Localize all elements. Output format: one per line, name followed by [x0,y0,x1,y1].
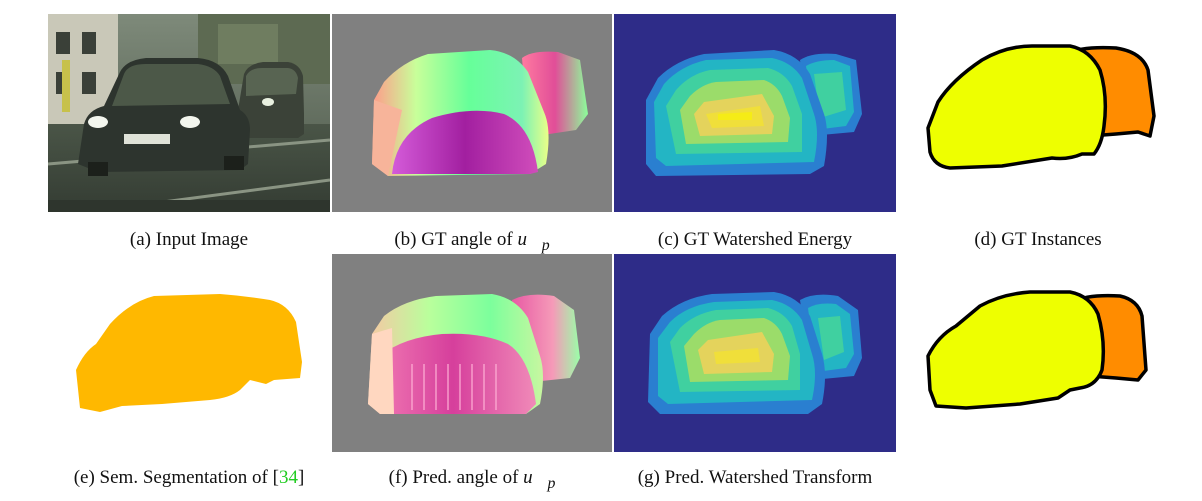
gt-instances-map [926,44,1156,170]
pred-angle-map [332,254,612,452]
caption-g: (g) Pred. Watershed Transform [637,467,873,488]
panel-c-gt-watershed-energy [614,14,896,212]
input-image-street-photo [48,14,330,212]
caption-b-math-sub: p [541,236,550,254]
panel-e-semantic-segmentation [70,288,310,420]
caption-f-math-sub: p [547,474,556,492]
panel-a-input-image [48,14,330,212]
panel-b-gt-angle [332,14,612,212]
pred-instances-map [926,290,1148,410]
caption-e: (e) Sem. Segmentation of [34] [44,467,334,489]
caption-f-text: (f) Pred. angle of [388,467,524,488]
caption-e-text: (e) Sem. Segmentation of [73,467,273,488]
semantic-segmentation-mask [76,294,302,412]
pred-watershed-map [614,254,896,452]
caption-f: (f) Pred. angle of u⃗p [327,467,617,493]
caption-e-ref-close: ] [297,467,305,488]
caption-c: (c) GT Watershed Energy [657,229,853,250]
caption-f-math: u⃗ [523,467,548,488]
caption-a: (a) Input Image [129,229,249,250]
caption-b-math: u⃗ [517,229,542,250]
citation-link-34[interactable]: 34 [278,467,298,488]
panel-g-pred-watershed [614,254,896,452]
caption-e-ref-open: [ [272,467,279,488]
caption-d: (d) GT Instances [974,229,1102,250]
panel-f-pred-angle [332,254,612,452]
pred-angle-stripes [411,364,497,410]
gt-angle-map [332,14,612,212]
caption-b: (b) GT angle of u⃗p [327,229,617,255]
caption-b-text: (b) GT angle of [394,229,518,250]
panel-d-gt-instances [920,36,1160,180]
gt-watershed-energy-map [614,14,896,212]
panel-h-pred-instances [920,286,1160,416]
